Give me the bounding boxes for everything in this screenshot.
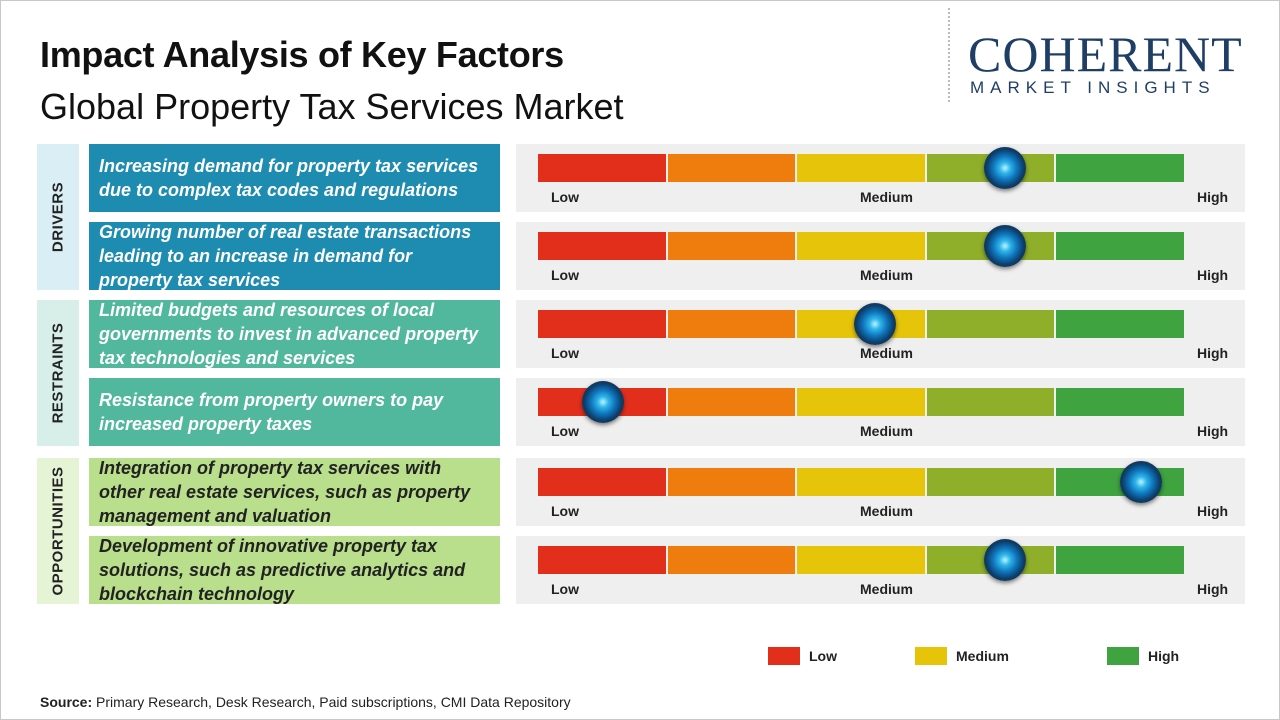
factor-text: Limited budgets and resources of local g… [89,300,500,368]
gauge-segment [797,388,925,416]
gauge-segment [538,310,666,338]
impact-gauge: Low Medium High [516,144,1245,212]
company-logo: COHERENT [968,26,1243,82]
gauge-label-medium: Medium [860,189,913,205]
gauge-label-high: High [1197,581,1229,597]
category-label: DRIVERS [49,181,67,253]
gauge-label-high: High [1197,189,1229,205]
legend-label: Medium [956,648,1009,664]
gauge-label-low: Low [551,267,579,283]
gauge-segment [1056,232,1184,260]
impact-marker [1119,461,1162,503]
category-label: RESTRAINTS [49,322,67,424]
gauge-segment [926,388,1055,416]
gauge-label-medium: Medium [860,267,913,283]
impact-marker [853,303,896,345]
gauge-segment [1056,388,1184,416]
gauge-label-medium: Medium [860,423,913,439]
gauge-label-high: High [1197,267,1229,283]
gauge-label-medium: Medium [860,581,913,597]
impact-marker [983,225,1026,267]
legend-label: Low [809,648,837,664]
gauge-segment [1056,546,1184,574]
gauge-segment [538,232,666,260]
factor-text: Resistance from property owners to pay i… [89,378,500,446]
gauge-label-high: High [1197,345,1229,361]
gauge-segment [667,468,796,496]
gauge-segment [538,468,666,496]
impact-gauge: Low Medium High [516,536,1245,604]
source-note: Source: Primary Research, Desk Research,… [40,694,571,710]
gauge-segment [1056,310,1184,338]
gauge-label-medium: Medium [860,345,913,361]
page-subtitle: Global Property Tax Services Market [40,86,624,127]
legend-label: High [1148,648,1180,664]
gauge-segment [926,468,1055,496]
gauge-label-high: High [1197,503,1229,519]
gauge-label-low: Low [551,581,579,597]
impact-marker [983,147,1026,189]
legend-swatch [915,647,947,665]
gauge-segment [667,546,796,574]
gauge-segment [797,468,925,496]
impact-marker [581,381,624,423]
gauge-label-low: Low [551,503,579,519]
logo-divider [948,8,950,102]
page-title: Impact Analysis of Key Factors [40,34,564,75]
category-restraints: RESTRAINTS [37,300,79,446]
category-opportunities: OPPORTUNITIES [37,458,79,604]
factor-text: Integration of property tax services wit… [89,458,500,526]
gauge-label-medium: Medium [860,503,913,519]
factor-text: Development of innovative property tax s… [89,536,500,604]
category-drivers: DRIVERS [37,144,79,290]
gauge-segment [1056,154,1184,182]
legend-swatch [768,647,800,665]
gauge-segment [667,310,796,338]
factor-text: Increasing demand for property tax servi… [89,144,500,212]
company-logo-tagline: MARKET INSIGHTS [970,78,1216,97]
gauge-segment [797,546,925,574]
impact-gauge: Low Medium High [516,222,1245,290]
gauge-label-high: High [1197,423,1229,439]
gauge-label-low: Low [551,423,579,439]
gauge-segment [667,154,796,182]
impact-gauge: Low Medium High [516,300,1245,368]
gauge-segment [538,154,666,182]
impact-gauge: Low Medium High [516,378,1245,446]
impact-gauge: Low Medium High [516,458,1245,526]
factor-text: Growing number of real estate transactio… [89,222,500,290]
gauge-segment [797,232,925,260]
legend-swatch [1107,647,1139,665]
gauge-segment [667,388,796,416]
gauge-segment [926,310,1055,338]
impact-marker [983,539,1026,581]
gauge-segment [538,546,666,574]
gauge-label-low: Low [551,345,579,361]
gauge-segment [667,232,796,260]
gauge-label-low: Low [551,189,579,205]
category-label: OPPORTUNITIES [49,466,67,596]
gauge-segment [797,154,925,182]
